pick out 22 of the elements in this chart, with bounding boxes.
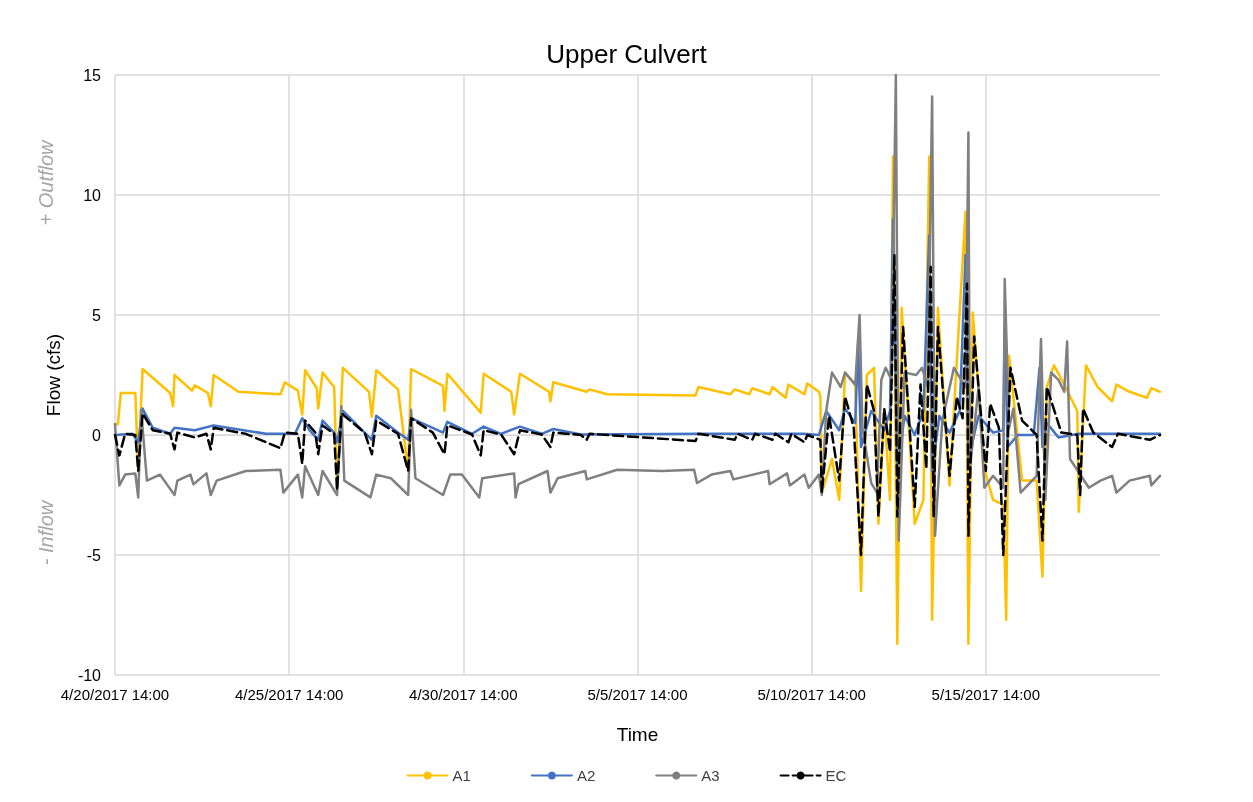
chart-title: Upper Culvert [546, 39, 708, 69]
legend-label: EC [825, 767, 847, 784]
x-tick-label: 4/30/2017 14:00 [409, 686, 518, 703]
x-tick-label: 5/10/2017 14:00 [757, 686, 866, 703]
x-axis-title: Time [616, 724, 659, 745]
y-tick-label: -10 [77, 666, 102, 684]
y-tick-label: -5 [86, 546, 102, 564]
x-tick-label: 5/5/2017 14:00 [587, 686, 688, 703]
legend-label: A2 [576, 767, 596, 784]
x-tick-label: 4/20/2017 14:00 [60, 686, 170, 703]
y-tick-label: 0 [92, 426, 102, 444]
text: - Inflow [35, 499, 57, 566]
x-tick-label: 5/15/2017 14:00 [931, 686, 1041, 703]
text: + Outflow [35, 138, 57, 226]
y-axis-title: Flow (cfs) [43, 333, 64, 417]
x-tick-label: 4/25/2017 14:00 [234, 686, 344, 703]
y-tick-label: 10 [83, 186, 102, 204]
y-tick-label: 5 [92, 306, 102, 324]
legend-label: A1 [452, 767, 471, 784]
line-series [113, 253, 1162, 557]
y-tick-label: 15 [83, 66, 102, 84]
legend-label: A3 [701, 767, 720, 784]
